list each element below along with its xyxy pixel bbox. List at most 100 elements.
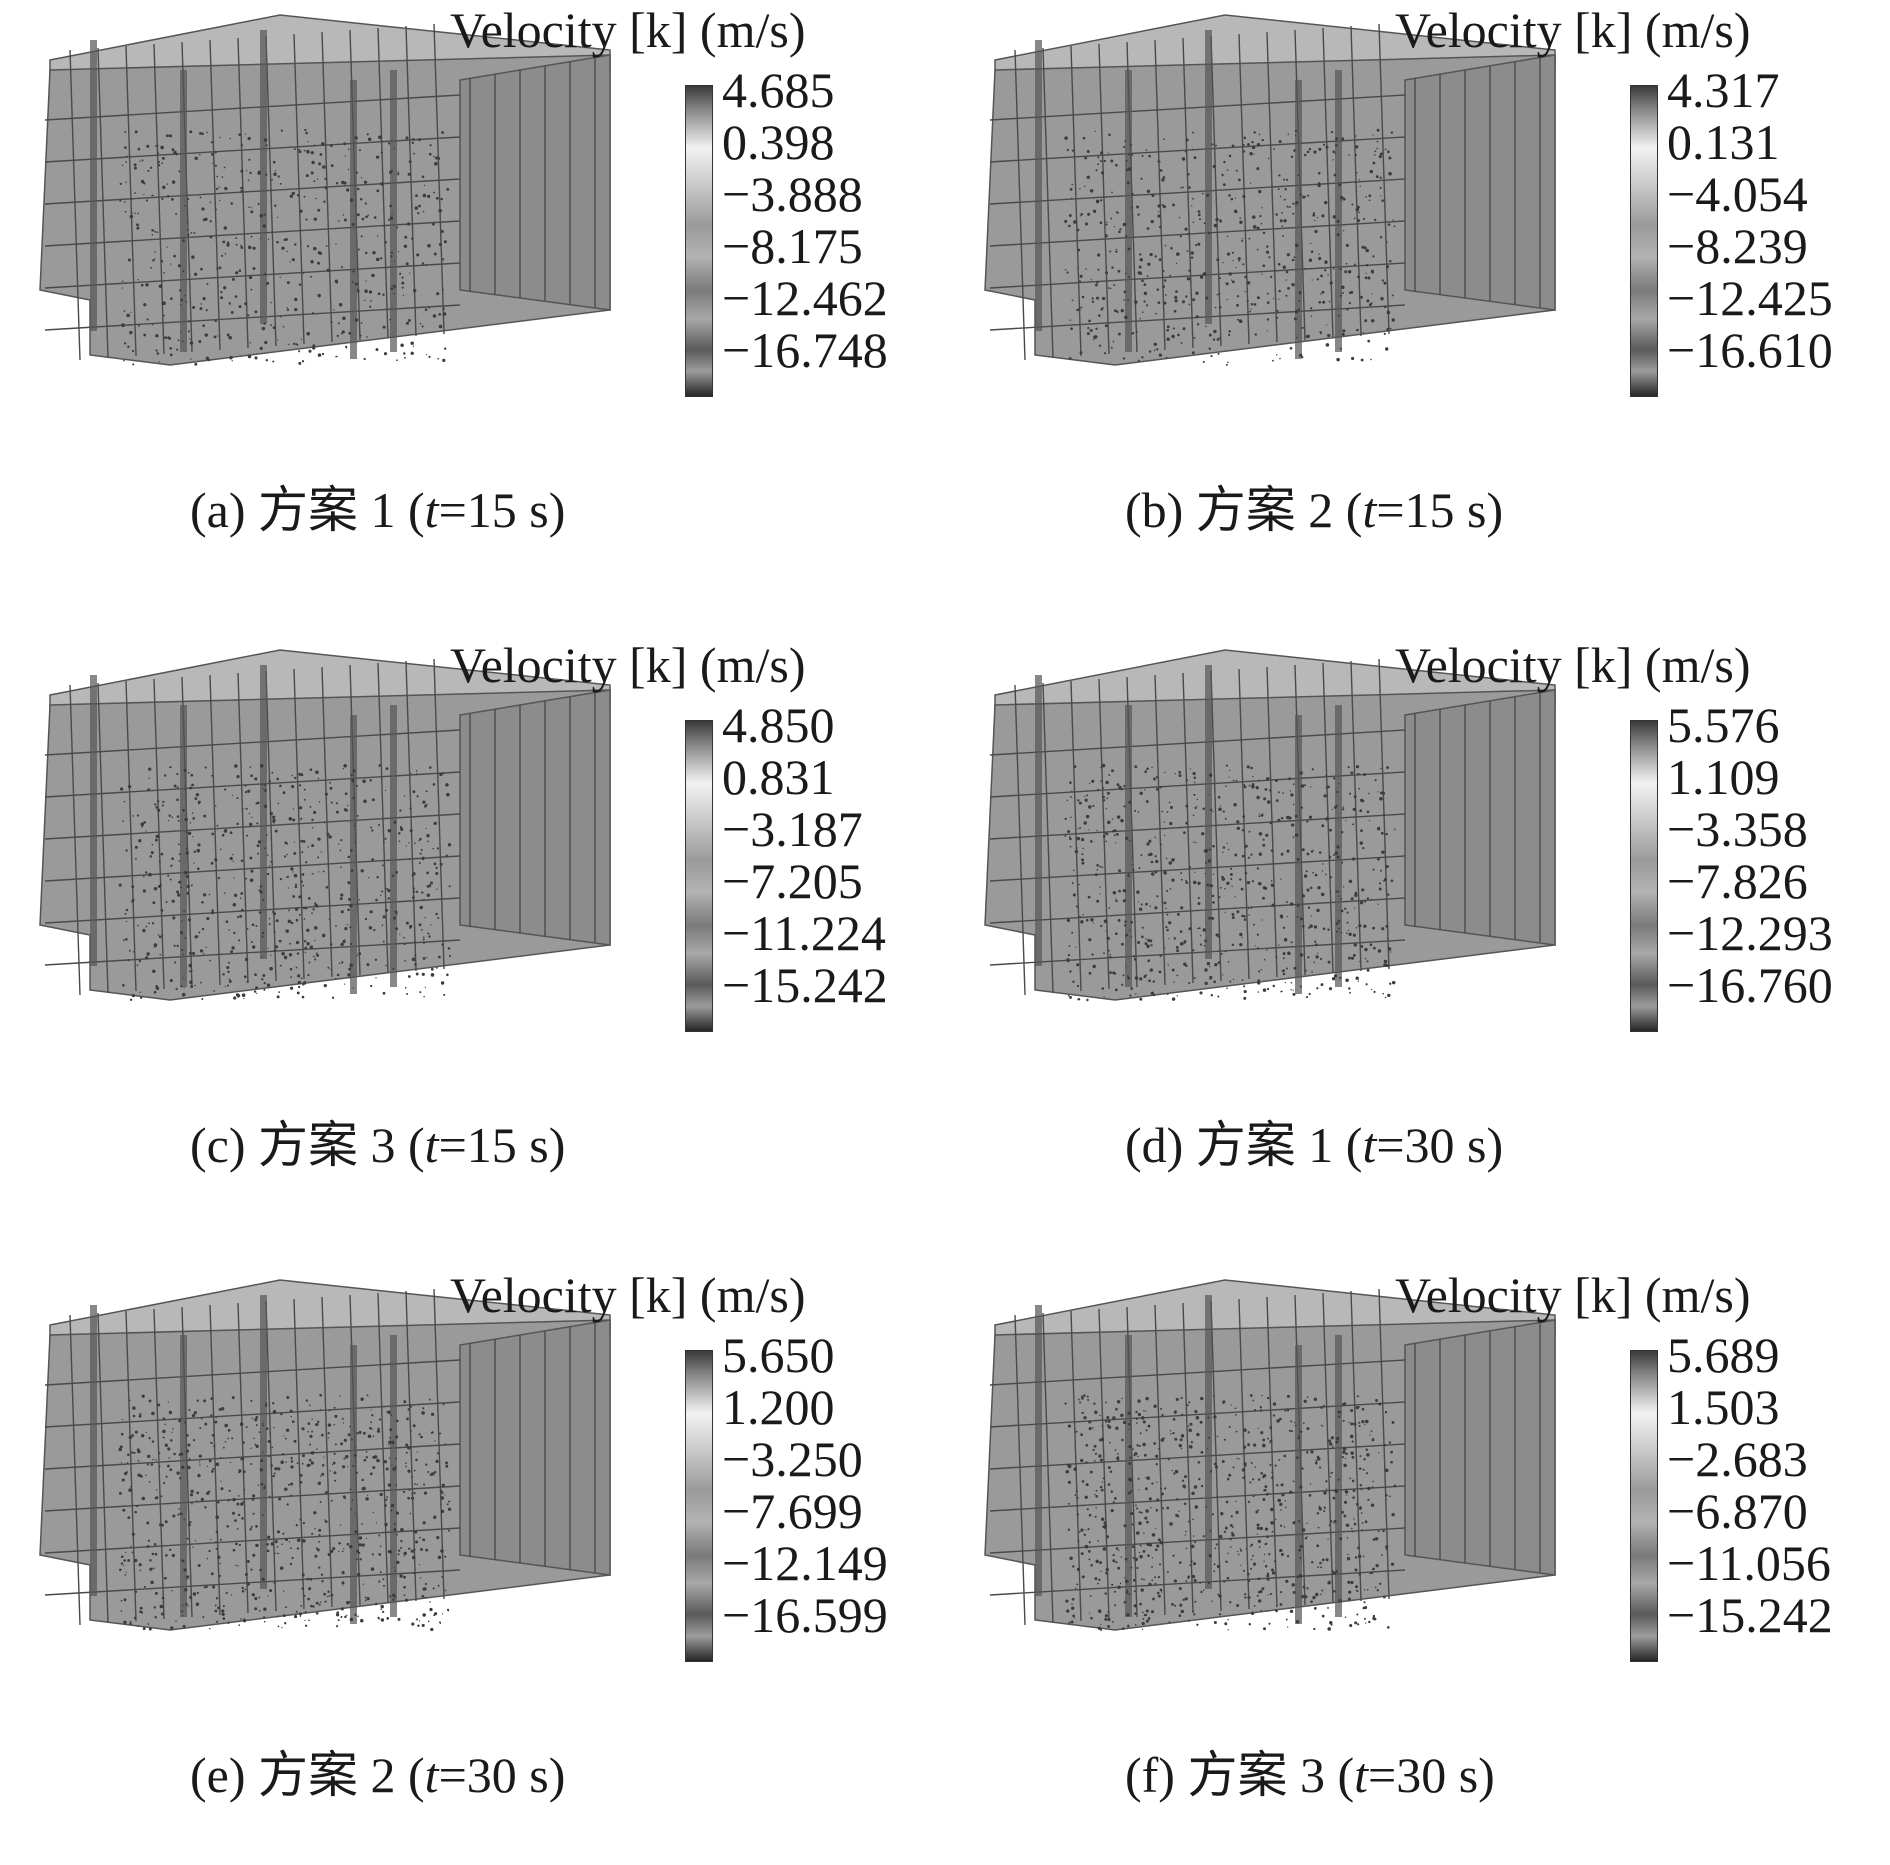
legend-title: Velocity [k] (m/s) xyxy=(450,637,806,693)
panel-a: Velocity [k] (m/s) 4.685 0.398 −3.888 −8.175… xyxy=(0,0,945,600)
colorbar xyxy=(685,85,713,397)
panel-c: Velocity [k] (m/s) 4.850 0.831 −3.187 −7.205… xyxy=(0,635,945,1235)
caption-time-value: =15 s) xyxy=(438,482,566,538)
colorbar-tick-label: −7.826 xyxy=(1667,853,1808,909)
colorbar-ticks: 5.650 1.200 −3.250 −7.699 −12.149 −16.599 xyxy=(722,1329,942,1689)
simulation-render xyxy=(39,14,611,366)
simulation-render xyxy=(984,14,1556,366)
colorbar-tick-label: 1.503 xyxy=(1667,1379,1780,1435)
colorbar-tick-label: 5.650 xyxy=(722,1327,835,1383)
panel-caption: (d) 方案 1 (t=30 s) xyxy=(1125,1117,1503,1173)
support-columns xyxy=(90,30,397,359)
box-right-face xyxy=(1404,1319,1556,1576)
simulation-render xyxy=(39,1279,611,1632)
particle-traces xyxy=(118,764,452,1002)
caption-time-symbol: t xyxy=(424,1747,439,1803)
colorbar-tick-label: −16.760 xyxy=(1667,957,1833,1013)
colorbar-tick-label: 0.131 xyxy=(1667,114,1780,170)
caption-time-value: =30 s) xyxy=(1376,1117,1504,1173)
caption-time-symbol: t xyxy=(1362,482,1377,538)
caption-label: (a) 方案 1 ( xyxy=(190,482,425,538)
colorbar xyxy=(1630,85,1658,397)
simulation-render xyxy=(39,649,611,1002)
colorbar-tick-label: 1.200 xyxy=(722,1379,835,1435)
colorbar-tick-label: 4.850 xyxy=(722,697,835,753)
colorbar-tick-label: −16.748 xyxy=(722,322,888,378)
colorbar-tick-label: −7.699 xyxy=(722,1483,863,1539)
legend-title: Velocity [k] (m/s) xyxy=(450,2,806,58)
colorbar-tick-label: 0.831 xyxy=(722,749,835,805)
panel-d: Velocity [k] (m/s) 5.576 1.109 −3.358 −7.826… xyxy=(945,635,1890,1235)
box-right-face xyxy=(459,54,611,311)
panel-caption: (c) 方案 3 (t=15 s) xyxy=(190,1117,565,1173)
box-right-face xyxy=(459,689,611,946)
caption-label: (f) 方案 3 ( xyxy=(1125,1747,1355,1803)
colorbar-tick-label: −11.224 xyxy=(722,905,886,961)
colorbar-tick-label: 0.398 xyxy=(722,114,835,170)
support-columns xyxy=(1035,30,1342,359)
simulation-render xyxy=(984,1279,1556,1631)
panel-e: Velocity [k] (m/s) 5.650 1.200 −3.250 −7.699… xyxy=(0,1265,945,1865)
particle-traces xyxy=(1064,763,1396,1002)
legend-title: Velocity [k] (m/s) xyxy=(1395,1267,1751,1323)
panel-b: Velocity [k] (m/s) 4.317 0.131 −4.054 −8.239… xyxy=(945,0,1890,600)
colorbar-tick-label: −3.187 xyxy=(722,801,863,857)
caption-time-symbol: t xyxy=(1354,1747,1369,1803)
caption-time-value: =15 s) xyxy=(438,1117,566,1173)
particle-traces xyxy=(1064,1394,1397,1631)
box-right-face xyxy=(459,1319,611,1576)
colorbar-tick-label: −12.293 xyxy=(1667,905,1833,961)
colorbar-ticks: 5.689 1.503 −2.683 −6.870 −11.056 −15.242 xyxy=(1667,1329,1887,1689)
colorbar-tick-label: −2.683 xyxy=(1667,1431,1808,1487)
colorbar-tick-label: 5.689 xyxy=(1667,1327,1780,1383)
box-right-face xyxy=(1404,54,1556,311)
colorbar-tick-label: 1.109 xyxy=(1667,749,1780,805)
colorbar-ticks: 4.317 0.131 −4.054 −8.239 −12.425 −16.610 xyxy=(1667,64,1887,424)
colorbar-tick-label: −3.888 xyxy=(722,166,863,222)
colorbar xyxy=(1630,1350,1658,1662)
colorbar-tick-label: 4.317 xyxy=(1667,62,1780,118)
caption-label: (d) 方案 1 ( xyxy=(1125,1117,1363,1173)
particle-traces xyxy=(1064,128,1396,366)
caption-time-value: =15 s) xyxy=(1376,482,1504,538)
colorbar-tick-label: −8.239 xyxy=(1667,218,1808,274)
colorbar xyxy=(685,720,713,1032)
support-columns xyxy=(1035,1295,1342,1624)
panel-caption: (a) 方案 1 (t=15 s) xyxy=(190,482,565,538)
colorbar xyxy=(685,1350,713,1662)
panel-caption: (e) 方案 2 (t=30 s) xyxy=(190,1747,565,1803)
colorbar-tick-label: −16.599 xyxy=(722,1587,888,1643)
caption-time-symbol: t xyxy=(424,1117,439,1173)
colorbar-ticks: 5.576 1.109 −3.358 −7.826 −12.293 −16.760 xyxy=(1667,699,1887,1059)
colorbar-ticks: 4.850 0.831 −3.187 −7.205 −11.224 −15.242 xyxy=(722,699,942,1059)
caption-label: (b) 方案 2 ( xyxy=(1125,482,1363,538)
colorbar-tick-label: −12.425 xyxy=(1667,270,1833,326)
box-right-face xyxy=(1404,689,1556,946)
colorbar-tick-label: −12.149 xyxy=(722,1535,888,1591)
colorbar-tick-label: −15.242 xyxy=(1667,1587,1833,1643)
caption-time-symbol: t xyxy=(424,482,439,538)
support-columns xyxy=(90,1295,397,1624)
legend-title: Velocity [k] (m/s) xyxy=(1395,637,1751,693)
simulation-render xyxy=(984,649,1556,1002)
particle-traces xyxy=(118,1393,452,1632)
colorbar-tick-label: 4.685 xyxy=(722,62,835,118)
colorbar-tick-label: −3.358 xyxy=(1667,801,1808,857)
colorbar-tick-label: −6.870 xyxy=(1667,1483,1808,1539)
caption-time-value: =30 s) xyxy=(438,1747,566,1803)
caption-label: (c) 方案 3 ( xyxy=(190,1117,425,1173)
colorbar-tick-label: −11.056 xyxy=(1667,1535,1831,1591)
legend-title: Velocity [k] (m/s) xyxy=(450,1267,806,1323)
colorbar-tick-label: 5.576 xyxy=(1667,697,1780,753)
caption-label: (e) 方案 2 ( xyxy=(190,1747,425,1803)
panel-caption: (f) 方案 3 (t=30 s) xyxy=(1125,1747,1495,1803)
caption-time-symbol: t xyxy=(1362,1117,1377,1173)
colorbar-tick-label: −4.054 xyxy=(1667,166,1808,222)
colorbar-tick-label: −12.462 xyxy=(722,270,888,326)
particle-traces xyxy=(119,128,450,366)
colorbar-ticks: 4.685 0.398 −3.888 −8.175 −12.462 −16.748 xyxy=(722,64,942,424)
colorbar-tick-label: −15.242 xyxy=(722,957,888,1013)
panel-f: Velocity [k] (m/s) 5.689 1.503 −2.683 −6.870… xyxy=(945,1265,1890,1865)
colorbar-tick-label: −8.175 xyxy=(722,218,863,274)
caption-time-value: =30 s) xyxy=(1368,1747,1495,1803)
